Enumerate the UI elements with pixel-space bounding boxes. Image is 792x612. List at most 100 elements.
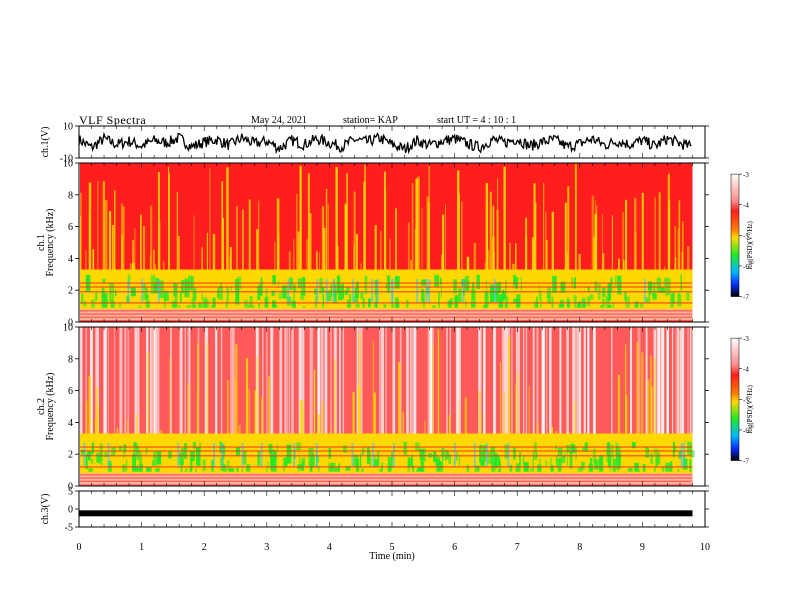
green-patch bbox=[539, 458, 541, 472]
yellow-streak bbox=[564, 202, 567, 283]
green-patch bbox=[640, 302, 644, 308]
white-streak bbox=[610, 327, 613, 436]
green-patch bbox=[417, 467, 423, 472]
y-tick-label: 10 bbox=[63, 323, 73, 334]
yellow-streak bbox=[248, 199, 251, 283]
yellow-streak bbox=[464, 397, 467, 447]
green-patch bbox=[387, 275, 391, 293]
green-patch bbox=[419, 449, 425, 461]
cyan-patch bbox=[351, 279, 354, 303]
cyan-patch bbox=[221, 443, 224, 467]
green-patch bbox=[369, 451, 371, 462]
white-streak bbox=[505, 327, 509, 436]
green-patch bbox=[532, 451, 534, 471]
green-patch bbox=[552, 276, 557, 293]
green-patch bbox=[179, 452, 184, 465]
yellow-streak bbox=[169, 357, 171, 447]
green-patch bbox=[628, 467, 633, 472]
yellow-streak bbox=[380, 231, 382, 283]
yellow-streak bbox=[313, 369, 316, 447]
white-streak bbox=[381, 327, 384, 436]
green-patch bbox=[504, 302, 507, 308]
green-patch bbox=[615, 275, 617, 288]
green-patch bbox=[145, 294, 150, 304]
green-patch bbox=[361, 468, 364, 472]
white-streak bbox=[301, 327, 305, 436]
yellow-streak bbox=[578, 254, 581, 283]
green-patch bbox=[259, 282, 263, 295]
green-patch bbox=[156, 451, 162, 465]
green-patch bbox=[660, 287, 665, 293]
yellow-streak bbox=[92, 249, 95, 283]
white-streak bbox=[578, 327, 582, 436]
yellow-streak bbox=[150, 205, 153, 283]
green-patch bbox=[150, 275, 155, 294]
yellow-streak bbox=[136, 414, 138, 447]
green-patch bbox=[335, 467, 339, 472]
yellow-streak bbox=[196, 394, 199, 447]
green-patch bbox=[453, 279, 457, 294]
green-patch bbox=[85, 453, 88, 470]
green-patch bbox=[631, 442, 636, 449]
yellow-streak bbox=[147, 351, 150, 447]
green-patch bbox=[192, 304, 196, 308]
green-patch bbox=[653, 448, 659, 458]
green-patch bbox=[575, 446, 577, 461]
cyan-patch bbox=[241, 443, 244, 467]
yellow-streak bbox=[394, 208, 397, 283]
white-streak bbox=[565, 327, 569, 436]
cyan-patch bbox=[372, 443, 375, 467]
green-patch bbox=[566, 452, 568, 467]
yellow-streak bbox=[574, 164, 577, 283]
white-streak bbox=[124, 327, 126, 436]
yellow-streak bbox=[494, 251, 495, 283]
green-patch bbox=[202, 459, 206, 472]
green-patch bbox=[286, 444, 292, 464]
green-patch bbox=[236, 467, 239, 472]
green-patch bbox=[519, 451, 522, 466]
white-streak bbox=[266, 327, 268, 436]
green-patch bbox=[247, 304, 251, 308]
x-tick-label: 0 bbox=[77, 542, 82, 553]
green-patch bbox=[155, 277, 159, 294]
yellow-streak bbox=[499, 361, 501, 447]
y-tick-label: 10 bbox=[63, 159, 73, 170]
green-patch bbox=[302, 277, 306, 296]
green-patch bbox=[678, 450, 682, 459]
green-patch bbox=[217, 288, 219, 298]
colorbar-tick-label: -6 bbox=[743, 263, 749, 271]
yellow-streak bbox=[432, 343, 434, 447]
green-patch bbox=[672, 441, 675, 458]
yellow-streak bbox=[398, 362, 401, 447]
green-patch bbox=[211, 459, 214, 472]
green-patch bbox=[617, 275, 622, 295]
green-patch bbox=[136, 465, 141, 472]
green-patch bbox=[423, 448, 427, 462]
white-streak bbox=[298, 327, 302, 436]
x-tick-label: 2 bbox=[202, 542, 207, 553]
green-patch bbox=[472, 281, 474, 300]
yellow-streak bbox=[134, 228, 136, 283]
x-axis-label: Time (min) bbox=[369, 551, 414, 562]
green-patch bbox=[274, 455, 277, 472]
y-tick-label: 6 bbox=[68, 222, 73, 233]
yellow-streak bbox=[236, 206, 238, 283]
yellow-streak bbox=[424, 420, 426, 447]
yellow-streak bbox=[515, 384, 517, 447]
white-streak bbox=[493, 327, 496, 436]
green-patch bbox=[555, 456, 558, 467]
yellow-streak bbox=[461, 201, 463, 283]
cyan-patch bbox=[682, 443, 685, 467]
yellow-streak bbox=[353, 191, 356, 283]
white-streak bbox=[677, 327, 679, 436]
station-label: station= KAP bbox=[343, 115, 398, 126]
green-patch bbox=[171, 301, 177, 308]
green-patch bbox=[83, 300, 87, 307]
green-patch bbox=[691, 450, 695, 458]
yellow-streak bbox=[121, 234, 123, 283]
white-streak bbox=[179, 327, 183, 436]
yellow-streak bbox=[551, 211, 554, 283]
yellow-streak bbox=[306, 239, 308, 283]
white-streak bbox=[342, 327, 345, 436]
yellow-streak bbox=[389, 238, 391, 283]
